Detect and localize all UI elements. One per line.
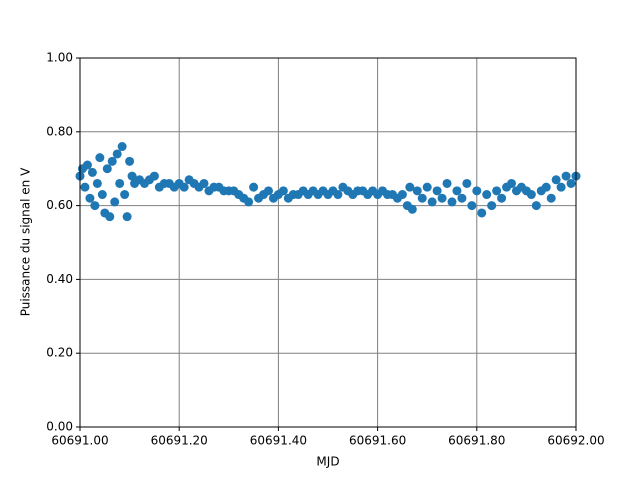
point: [412, 186, 422, 196]
point: [531, 201, 541, 211]
x-tick-label: 60691.40: [250, 434, 307, 448]
point: [432, 186, 442, 196]
point: [546, 193, 556, 203]
point: [92, 178, 102, 188]
point: [112, 149, 122, 159]
point: [80, 182, 90, 192]
point: [107, 156, 117, 166]
point: [487, 201, 497, 211]
y-tick-label: 1.00: [46, 51, 73, 65]
point: [179, 182, 189, 192]
point: [437, 193, 447, 203]
point: [397, 190, 407, 200]
point: [442, 178, 452, 188]
point: [541, 182, 551, 192]
point: [452, 186, 462, 196]
point: [462, 178, 472, 188]
y-tick-label: 0.60: [46, 198, 73, 212]
point: [551, 175, 561, 185]
x-tick-label: 60691.20: [151, 434, 208, 448]
y-tick-label: 0.80: [46, 124, 73, 138]
point: [427, 197, 437, 207]
point: [405, 182, 415, 192]
x-tick-label: 60691.80: [448, 434, 505, 448]
point: [457, 193, 467, 203]
point: [90, 201, 100, 211]
plot-frame: [79, 57, 577, 428]
point: [249, 182, 259, 192]
point: [120, 190, 130, 200]
point: [566, 178, 576, 188]
x-tick-label: 60692.00: [547, 434, 604, 448]
point: [526, 190, 536, 200]
point: [407, 204, 417, 214]
point: [472, 186, 482, 196]
point: [82, 160, 92, 170]
point: [278, 186, 288, 196]
point: [85, 193, 95, 203]
point: [117, 142, 127, 152]
point: [467, 201, 477, 211]
point: [97, 190, 107, 200]
point: [199, 178, 209, 188]
point: [115, 178, 125, 188]
point: [127, 171, 137, 181]
y-tick-label: 0.00: [46, 420, 73, 434]
point: [125, 156, 135, 166]
x-tick-label: 60691.00: [51, 434, 108, 448]
point: [102, 164, 112, 174]
x-axis-label: MJD: [316, 455, 339, 469]
point: [507, 178, 517, 188]
point: [561, 171, 571, 181]
point: [95, 153, 105, 163]
point: [87, 167, 97, 177]
point: [333, 190, 343, 200]
point: [110, 197, 120, 207]
point: [422, 182, 432, 192]
y-tick-label: 0.20: [46, 346, 73, 360]
point: [497, 193, 507, 203]
point: [556, 182, 566, 192]
point: [417, 193, 427, 203]
point: [492, 186, 502, 196]
x-tick-label: 60691.60: [349, 434, 406, 448]
point: [105, 212, 115, 222]
point: [149, 171, 159, 181]
y-axis-label: Puissance du signal en V: [19, 167, 33, 316]
y-tick-label: 0.40: [46, 272, 73, 286]
point: [482, 190, 492, 200]
point: [447, 197, 457, 207]
point: [477, 208, 487, 218]
point: [244, 197, 254, 207]
point: [263, 186, 273, 196]
point: [122, 212, 132, 222]
